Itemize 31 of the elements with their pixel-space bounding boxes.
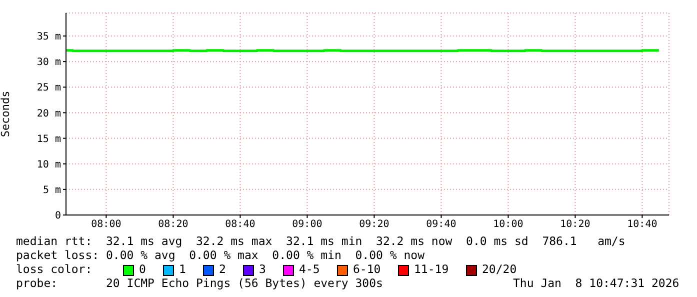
text: median rtt: 32.1 ms avg 32.2 ms max 32.1 ms min 32.2 ms now 0.0 ms sd 786.1 am/s [16,234,626,248]
x-tick-label: 08:00 [91,219,122,230]
y-tick-label: 35 m [36,32,61,43]
text: 2 [219,262,226,276]
x-tick-label: 08:20 [158,219,188,230]
text: loss color: [16,262,92,276]
text: packet loss: 0.00 % avg 0.00 % max 0.00 % min 0.00 % now [16,248,424,262]
text: 4-5 [299,262,320,276]
y-tick-label: 10 m [36,159,61,170]
y-tick-label: 15 m [36,134,61,145]
x-tick-label: 09:20 [359,219,390,230]
y-tick-label: 30 m [36,57,61,68]
x-tick-label: 10:20 [560,219,590,230]
text: 1 [179,262,186,276]
y-axis-title: Seconds [0,90,12,138]
text: 11-19 [414,262,449,276]
y-tick-label: 0 [54,210,61,222]
text: probe: 20 ICMP Echo Pings (56 Bytes) every 300s [16,276,383,290]
x-tick-label: 08:40 [225,219,256,230]
x-tick-label: 10:40 [627,219,658,230]
x-tick-label: 09:40 [426,219,456,230]
text: 0 [139,262,146,276]
x-tick-label: 10:00 [493,219,524,230]
text: 6-10 [353,262,381,276]
text: 3 [259,262,266,276]
y-tick-label: 5 m [42,184,61,196]
y-tick-label: 25 m [36,82,61,94]
y-tick-label: 20 m [36,108,61,120]
x-tick-label: 09:00 [292,219,322,230]
text: 20/20 [482,262,517,276]
text: Thu Jan 8 10:47:31 2026 [513,276,680,290]
